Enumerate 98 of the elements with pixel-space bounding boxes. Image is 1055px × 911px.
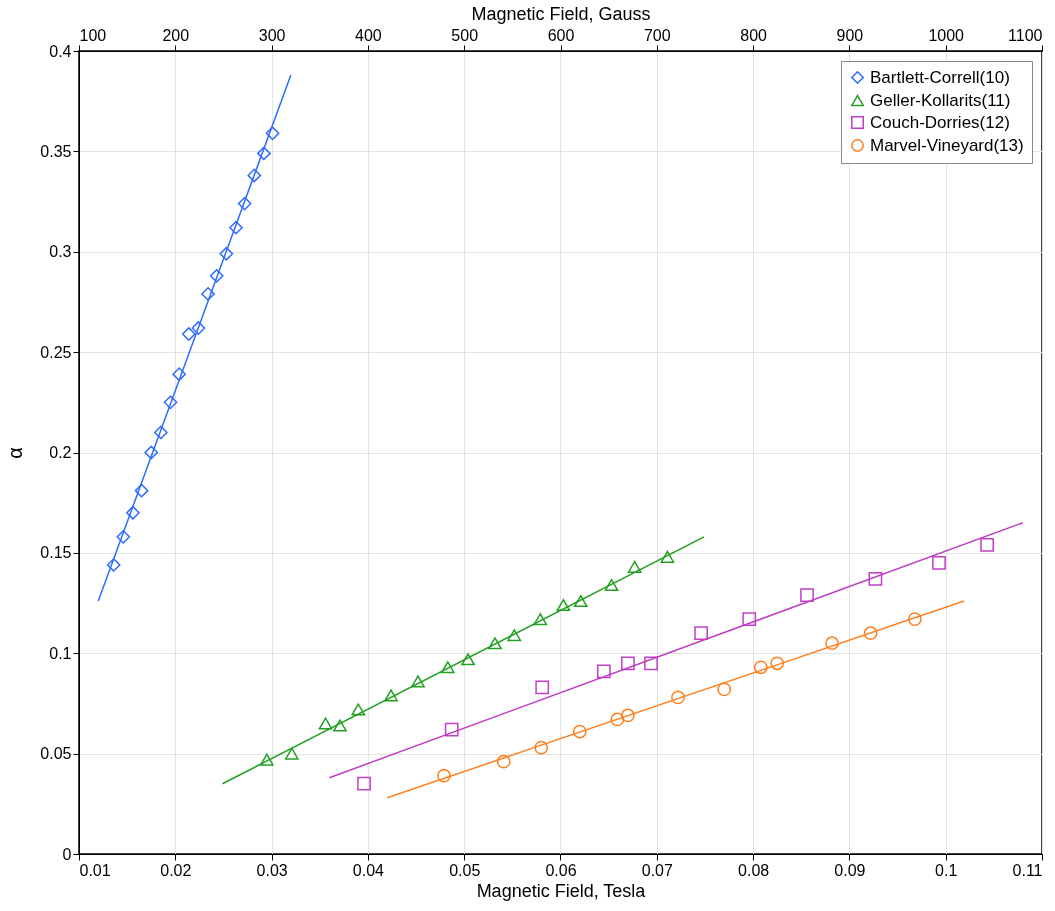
x2-tick-label: 1100	[1008, 26, 1043, 44]
point	[153, 425, 168, 440]
point	[908, 612, 922, 626]
x2-tick-label: 400	[355, 26, 382, 44]
x-tick-label: 0.08	[738, 861, 770, 879]
point	[610, 712, 625, 727]
x2-tick-label: 100	[79, 26, 107, 44]
point	[742, 612, 757, 626]
point	[440, 661, 455, 674]
point	[411, 675, 425, 688]
y-tick-label: 0.1	[49, 644, 72, 662]
x-axis-title: Magnetic Field, Tesla	[476, 880, 647, 901]
point	[534, 740, 549, 755]
point	[932, 556, 946, 570]
x2-tick-label: 1000	[928, 26, 965, 44]
point	[351, 703, 366, 716]
point	[621, 708, 635, 723]
point	[573, 595, 588, 608]
point	[191, 321, 206, 335]
point	[237, 196, 252, 211]
point	[144, 445, 159, 460]
point	[163, 395, 178, 410]
y-axis-title: α	[4, 447, 27, 459]
point	[172, 367, 187, 382]
point	[496, 754, 511, 769]
point	[106, 558, 121, 572]
point	[596, 664, 611, 679]
point	[437, 768, 451, 783]
y-tick-label: 0.4	[49, 42, 72, 60]
x-tick-label: 0.09	[834, 861, 866, 879]
point	[209, 268, 224, 283]
y-tick-label: 0	[62, 845, 72, 863]
x2-tick-label: 800	[740, 26, 768, 44]
x2-axis-title: Magnetic Field, Gauss	[471, 3, 651, 24]
point	[357, 776, 371, 791]
x-tick-label: 0.1	[935, 861, 958, 879]
x-tick-label: 0.04	[352, 861, 385, 879]
y-tick-label: 0.3	[49, 243, 72, 261]
point	[229, 220, 243, 235]
point	[444, 722, 459, 737]
point	[384, 689, 398, 702]
point	[753, 660, 768, 675]
point	[627, 560, 642, 573]
point	[694, 626, 708, 641]
x2-tick-label: 600	[547, 26, 575, 44]
legend-label: Geller-Kollarits(11)	[870, 90, 1011, 110]
point	[644, 656, 658, 671]
x-tick-label: 0.11	[1012, 861, 1043, 879]
point	[507, 629, 522, 642]
point	[770, 656, 785, 671]
point	[671, 690, 685, 705]
x2-tick-label: 900	[836, 26, 864, 44]
x2-tick-label: 300	[258, 26, 286, 44]
point	[535, 680, 550, 695]
point	[980, 537, 994, 552]
x-tick-label: 0.03	[256, 861, 288, 879]
point	[488, 637, 502, 650]
point	[868, 572, 883, 586]
point	[621, 656, 635, 671]
x-tick-label: 0.05	[449, 861, 481, 879]
point	[533, 613, 548, 626]
point	[800, 588, 814, 602]
point	[259, 753, 274, 766]
x2-tick-label: 700	[643, 26, 671, 44]
legend-label: Bartlett-Correll(10)	[870, 67, 1010, 87]
point	[116, 529, 131, 544]
point	[219, 246, 234, 261]
y-tick-label: 0.05	[40, 745, 72, 763]
legend-label: Couch-Dorries(12)	[870, 112, 1010, 132]
point	[181, 327, 196, 341]
point	[318, 717, 333, 730]
point	[201, 287, 215, 301]
x2-tick-label: 200	[162, 26, 190, 44]
point	[284, 747, 299, 760]
point	[333, 719, 347, 732]
point	[556, 599, 571, 612]
point	[461, 653, 475, 666]
y-tick-label: 0.15	[40, 544, 72, 562]
y-tick-label: 0.25	[40, 343, 72, 361]
y-tick-label: 0.2	[49, 444, 72, 461]
point	[126, 505, 140, 520]
point	[660, 550, 675, 563]
legend-label: Marvel-Vineyard(13)	[870, 135, 1024, 155]
x2-tick-label: 500	[451, 26, 479, 44]
point	[134, 483, 149, 498]
point	[572, 724, 587, 739]
point	[604, 578, 619, 592]
point	[265, 126, 280, 141]
x-tick-label: 0.02	[160, 861, 192, 879]
point	[257, 146, 271, 161]
x-tick-label: 0.01	[79, 861, 111, 879]
point	[863, 626, 878, 641]
y-tick-label: 0.35	[40, 142, 72, 160]
point	[825, 636, 839, 651]
point	[247, 168, 262, 183]
x-tick-label: 0.06	[545, 861, 577, 879]
point	[717, 682, 732, 697]
x-tick-label: 0.07	[641, 861, 673, 879]
